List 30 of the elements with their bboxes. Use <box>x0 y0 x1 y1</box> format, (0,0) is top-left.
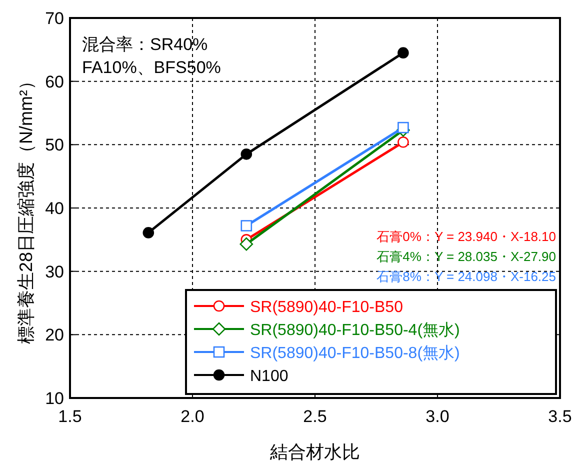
legend-label: SR(5890)40-F10-B50 <box>250 299 404 316</box>
y-tick-label: 70 <box>45 9 64 28</box>
legend-label: N100 <box>250 368 288 385</box>
annotation: FA10%、BFS50% <box>82 58 221 77</box>
x-tick-label: 3.5 <box>548 407 572 426</box>
x-axis-title: 結合材水比 <box>269 442 360 462</box>
point <box>398 136 409 148</box>
y-tick-label: 20 <box>45 326 64 345</box>
y-tick-label: 60 <box>45 72 64 92</box>
x-tick-label: 3.0 <box>426 407 450 426</box>
annotation: 石膏0%：Y = 23.940・X-18.10 <box>376 229 556 244</box>
y-axis-title: 標準養生28日圧縮強度（N/mm²） <box>16 72 36 344</box>
annotation: 石膏8%：Y = 24.098・X-16.25 <box>376 269 556 284</box>
annotation: 混合率：SR40% <box>82 35 208 54</box>
x-tick-label: 2.0 <box>180 407 204 426</box>
point <box>240 237 254 251</box>
point <box>398 122 409 134</box>
x-tick-label: 1.5 <box>58 407 82 426</box>
point <box>240 220 252 232</box>
annotation: 石膏4%：Y = 28.035・X-27.90 <box>376 249 556 264</box>
point <box>398 47 409 58</box>
y-tick-label: 30 <box>45 262 64 282</box>
legend-label: SR(5890)40-F10-B50-8(無水) <box>250 344 460 362</box>
y-tick-label: 40 <box>45 199 64 218</box>
legend-label: SR(5890)40-F10-B50-4(無水) <box>250 321 460 339</box>
y-tick-label: 10 <box>45 389 64 408</box>
point <box>142 227 154 238</box>
y-tick-label: 50 <box>45 136 64 155</box>
x-tick-label: 2.5 <box>303 407 327 426</box>
point <box>240 148 252 160</box>
